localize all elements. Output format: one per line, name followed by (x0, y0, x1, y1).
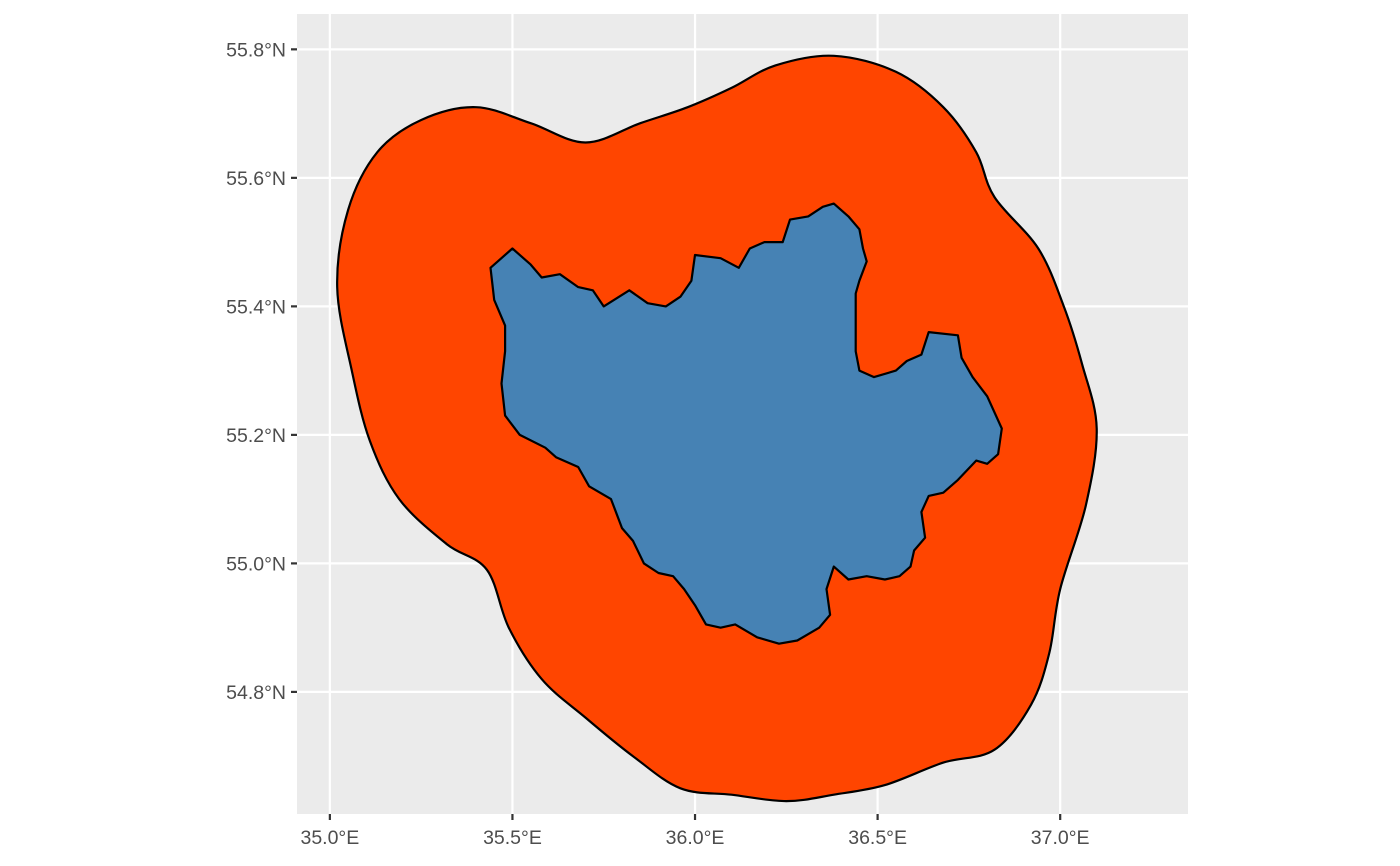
y-tick-label: 55.6°N (226, 168, 286, 190)
x-tick-label: 36.0°E (666, 827, 725, 849)
x-tick-label: 35.0°E (300, 827, 359, 849)
x-tick-label: 36.5°E (848, 827, 907, 849)
x-tick-label: 37.0°E (1031, 827, 1090, 849)
region-polygon (489, 202, 1003, 645)
y-tick-label: 55.4°N (226, 296, 286, 318)
map-layers (336, 54, 1098, 803)
y-axis: 54.8°N 55.0°N 55.2°N 55.4°N 55.6°N 55.8°N (226, 39, 297, 704)
y-tick-label: 55.8°N (226, 39, 286, 61)
x-axis: 35.0°E 35.5°E 36.0°E 36.5°E 37.0°E (300, 814, 1090, 849)
y-tick-label: 54.8°N (226, 682, 286, 704)
x-tick-label: 35.5°E (483, 827, 542, 849)
y-tick-label: 55.0°N (226, 553, 286, 575)
y-tick-label: 55.2°N (226, 425, 286, 447)
